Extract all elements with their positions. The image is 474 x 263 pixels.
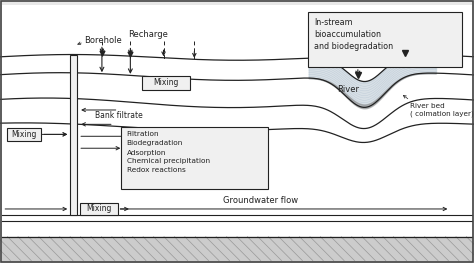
Bar	[80, 203, 118, 215]
Bar	[2, 5, 472, 237]
Text: River: River	[337, 85, 359, 94]
Bar	[121, 127, 268, 189]
Bar	[142, 75, 190, 90]
Text: Recharge: Recharge	[128, 30, 168, 39]
Bar	[70, 54, 77, 215]
Text: Mixing: Mixing	[86, 204, 111, 214]
Text: Mixing: Mixing	[153, 78, 179, 87]
Bar	[308, 12, 462, 67]
Text: Filtration
Biodegradation
Adsorption
Chemical precipitation
Redox reactions: Filtration Biodegradation Adsorption Che…	[127, 132, 210, 174]
Text: Mixing: Mixing	[11, 130, 37, 139]
Text: River bed
( colmation layer): River bed ( colmation layer)	[410, 103, 474, 117]
Text: In-stream
bioaccumulation
and biodegradation: In-stream bioaccumulation and biodegrada…	[314, 18, 393, 51]
Text: Groundwater flow: Groundwater flow	[223, 196, 298, 205]
Text: Bank filtrate: Bank filtrate	[95, 111, 143, 120]
Text: Borehole: Borehole	[84, 36, 122, 45]
Bar	[7, 128, 41, 141]
